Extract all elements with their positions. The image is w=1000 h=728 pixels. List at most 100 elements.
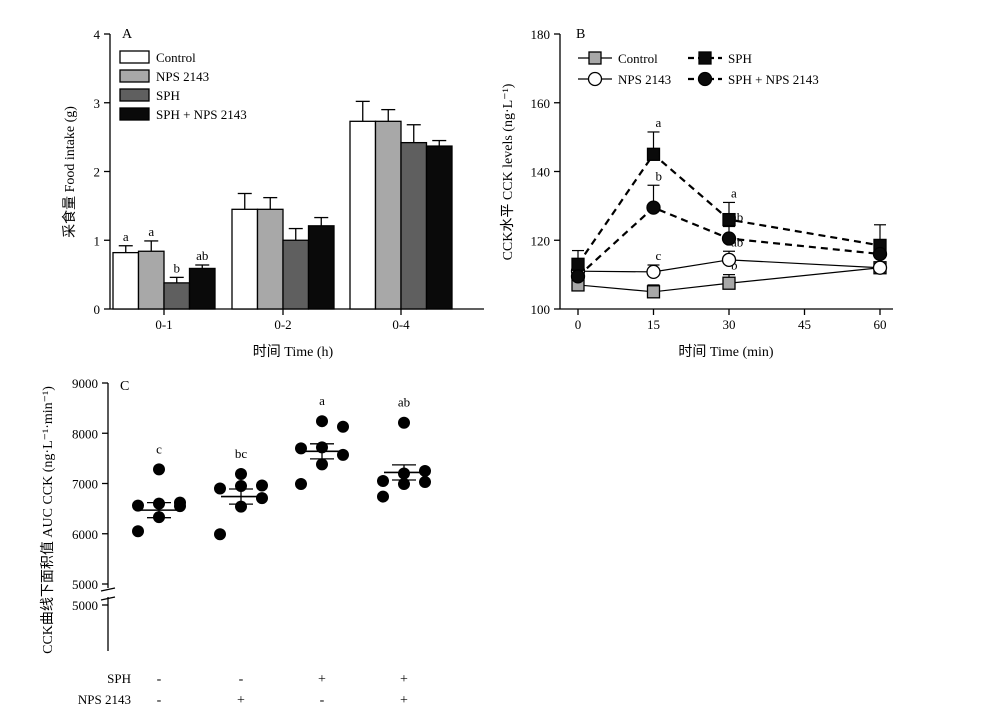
panel-b-legend-marker — [587, 71, 603, 87]
panel-c-letter: C — [120, 379, 129, 394]
panel-b-data-point — [721, 252, 737, 267]
panel-b-significance-letter: b — [656, 168, 663, 183]
panel-a-x-tick-label: 0-1 — [155, 317, 172, 332]
panel-a-bar — [163, 282, 191, 310]
panel-c-factor-sign: + — [318, 672, 326, 687]
panel-c-y-tick-label: 7000 — [72, 477, 98, 492]
panel-c: C 5000 5000 6000 7000 8000 9000 c bc a ab SPH - -… — [40, 376, 431, 708]
panel-b-legend-label: Control — [618, 51, 658, 66]
panel-b-data-point — [721, 231, 737, 246]
panel-c-data-point — [337, 420, 349, 433]
panel-a-bar — [374, 120, 402, 310]
panel-a-y-label: 采食量 Food intake (g) — [61, 106, 78, 238]
panel-a-y-tick-label: 2 — [94, 165, 101, 180]
panel-b-y-tick-label: 160 — [531, 96, 551, 111]
panel-b-data-point — [646, 285, 661, 299]
panel-b-legend-marker — [588, 51, 602, 65]
panel-c-factor-sign: - — [157, 672, 162, 687]
panel-a-legend-swatch — [119, 107, 150, 121]
panel-b-axes — [559, 34, 893, 310]
panel-c-data-point — [419, 475, 431, 488]
panel-c-data-point — [132, 499, 144, 512]
panel-b-series-line — [577, 152, 881, 265]
panel-a-y-ticks: 0 1 2 3 4 — [94, 27, 110, 317]
panel-c-data-point — [214, 482, 226, 495]
panel-c-significance-letter: c — [156, 441, 162, 456]
panel-a-y-tick-label: 3 — [94, 96, 101, 111]
panel-c-factor-sign: + — [400, 672, 408, 687]
panel-c-y-tick-label: 5000 — [72, 577, 98, 592]
panel-a-y-tick-label: 0 — [94, 302, 101, 317]
panel-c-y-ticks: 5000 6000 7000 8000 9000 — [72, 376, 108, 592]
panel-b-y-ticks: 100 120 140 160 180 — [531, 27, 560, 317]
panel-b-y-tick-label: 180 — [531, 27, 551, 42]
panel-b-x-tick-label: 30 — [723, 317, 736, 332]
panel-c-factor-sign: - — [157, 693, 162, 708]
panel-a-significance-letter: b — [174, 260, 181, 275]
panel-c-groups: c bc a ab — [132, 393, 431, 541]
panel-a-x-tick-label: 0-4 — [392, 317, 410, 332]
panel-c-factor-label: SPH — [107, 671, 131, 686]
panel-a-x-ticks: 0-1 0-2 0-4 — [155, 309, 410, 332]
panel-a-bar — [400, 141, 428, 310]
panel-a-bar — [231, 208, 259, 310]
panel-b-x-tick-label: 45 — [798, 317, 811, 332]
panel-b-significance-letter: b — [731, 258, 738, 273]
panel-a-legend-swatch — [119, 69, 150, 83]
panel-c-data-point — [398, 478, 410, 491]
panel-b-x-tick-label: 15 — [647, 317, 660, 332]
panel-c-data-point — [256, 492, 268, 505]
panel-a-bar — [282, 239, 310, 310]
panel-b-x-tick-label: 60 — [874, 317, 887, 332]
panel-a-letter: A — [122, 27, 133, 42]
panel-c-y-label: CCK曲线下面积值 AUC CCK (ng·L⁻¹·min⁻¹) — [40, 386, 56, 654]
panel-a-significance-letter: ab — [196, 248, 208, 263]
panel-b-legend-label: SPH — [728, 51, 752, 66]
panel-a-y-tick-label: 1 — [94, 233, 101, 248]
panel-b-letter: B — [576, 27, 585, 42]
panel-c-axis-break-bottom — [100, 596, 116, 601]
panel-b-data-point — [646, 200, 661, 215]
panel-c-data-point — [214, 528, 226, 541]
panel-c-axes — [100, 383, 116, 651]
panel-b-significance-letter: c — [656, 248, 662, 263]
panel-a-legend-swatch — [119, 50, 150, 64]
panel-a-legend-label: NPS 2143 — [156, 69, 209, 84]
panel-b-significance-letter: a — [731, 185, 737, 200]
panel-b-data-point — [722, 276, 736, 290]
panel-c-significance-letter: a — [319, 393, 325, 408]
panel-c-data-point — [256, 479, 268, 492]
panel-a-y-tick-label: 4 — [94, 27, 101, 42]
panel-b-data-point — [722, 212, 736, 227]
panel-a-bar — [256, 208, 284, 310]
panel-b-data-point — [646, 147, 661, 161]
panel-a-bar — [349, 120, 377, 310]
panel-c-data-point — [235, 467, 247, 480]
panel-c-data-point — [174, 496, 186, 509]
panel-c-factor-sign: - — [239, 672, 244, 687]
panel-b-legend-label: NPS 2143 — [618, 72, 671, 87]
panel-c-data-point — [295, 478, 307, 491]
panel-a-x-tick-label: 0-2 — [274, 317, 291, 332]
panel-c-data-point — [419, 464, 431, 477]
panel-a-bar — [307, 225, 335, 310]
panel-a-legend-label: SPH — [156, 88, 180, 103]
panel-b-y-tick-label: 120 — [531, 233, 551, 248]
panel-b-legend-label: SPH + NPS 2143 — [728, 72, 819, 87]
panel-a-significance-letter: a — [148, 224, 154, 239]
panel-b-x-tick-label: 0 — [575, 317, 582, 332]
panel-a-legend-label: SPH + NPS 2143 — [156, 107, 247, 122]
panel-b-series-line — [577, 259, 881, 273]
panel-c-significance-letter: bc — [235, 446, 248, 461]
panel-b-data-point — [872, 260, 888, 275]
panel-a-bar — [188, 267, 216, 310]
panel-c-y-tick-label: 9000 — [72, 376, 98, 391]
panel-c-factor-sign: + — [400, 693, 408, 708]
panel-b-significance-letter: a — [656, 115, 662, 130]
panel-c-data-point — [295, 442, 307, 455]
